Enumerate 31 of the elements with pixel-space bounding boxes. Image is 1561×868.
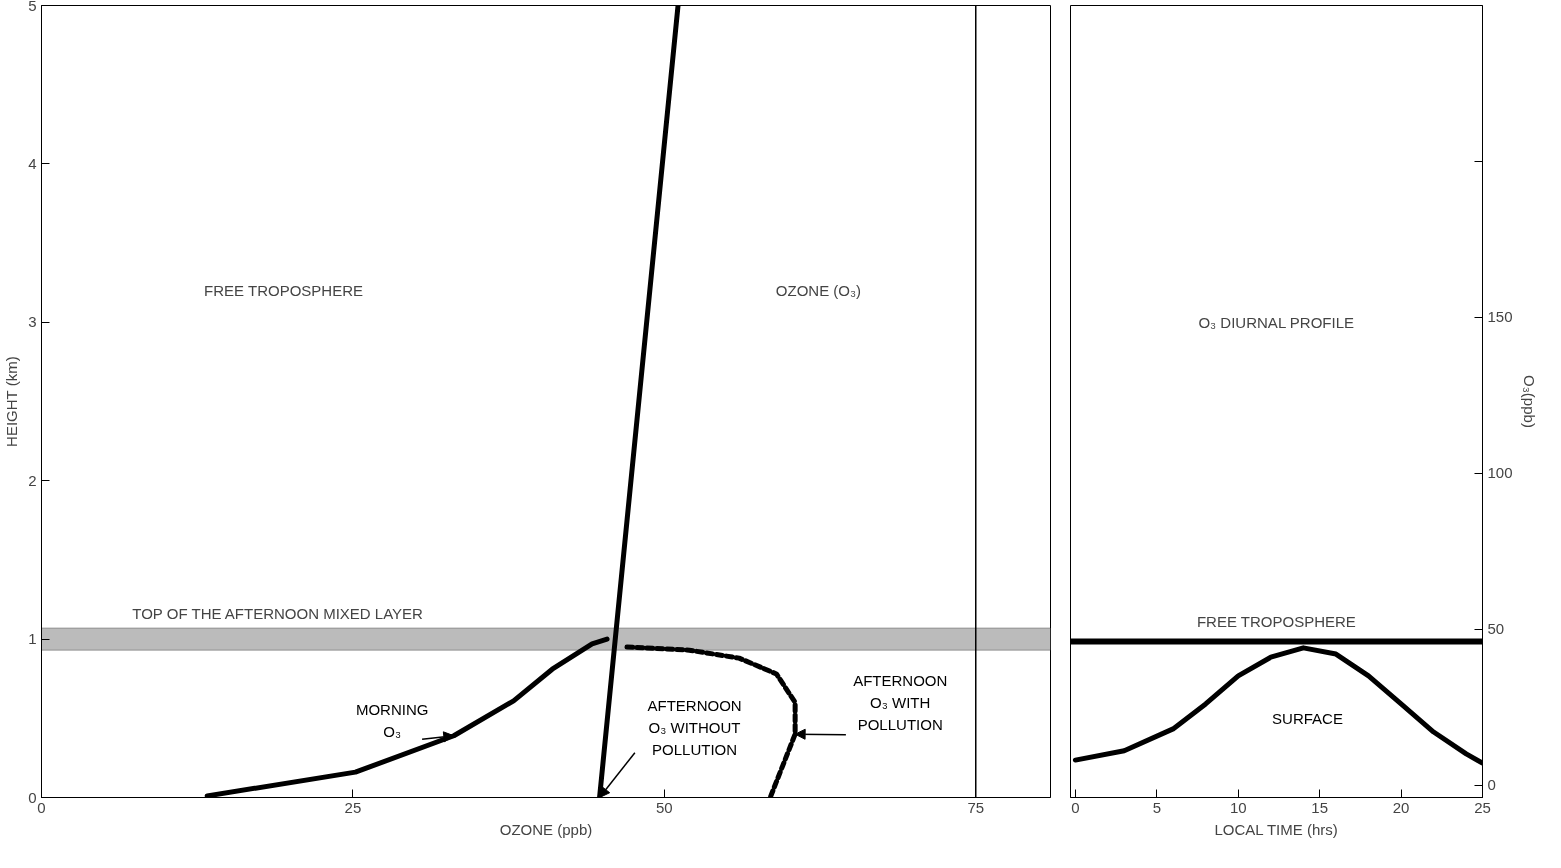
annotation: FREE TROPOSPHERE — [204, 282, 363, 300]
text: AFTERNOON O₃ WITH POLLUTION — [853, 671, 948, 734]
annotation: O₃ DIURNAL PROFILE — [1198, 313, 1355, 331]
y-tick-label: 5 — [28, 0, 37, 14]
x-tick-label: 50 — [656, 798, 673, 816]
x-tick-label: 20 — [1392, 798, 1410, 816]
text: AFTERNOON O₃ WITHOUT POLLUTION — [647, 696, 742, 759]
series-label: MORNING O₃ — [355, 701, 429, 741]
y-tick-label: 50 — [1487, 620, 1505, 638]
y-tick-label: 150 — [1487, 308, 1513, 326]
y-tick-label: 1 — [28, 630, 37, 648]
y-axis-title: O₃(ppb) — [1520, 375, 1538, 428]
x-tick-label: 75 — [967, 798, 985, 816]
y-tick-label: 3 — [28, 313, 37, 331]
y-tick-label: 4 — [28, 154, 37, 172]
y-tick-label: 2 — [28, 471, 37, 489]
band-label: TOP OF THE AFTERNOON MIXED LAYER — [132, 605, 424, 623]
ref-line-label: FREE TROPOSPHERE — [1196, 612, 1356, 630]
x-tick-label: 25 — [344, 798, 362, 816]
y-axis-title: HEIGHT (km) — [3, 356, 21, 447]
x-tick-label: 25 — [1474, 798, 1491, 816]
x-tick-label: 15 — [1311, 798, 1328, 816]
y-tick-label: 100 — [1487, 464, 1513, 482]
x-tick-label: 10 — [1229, 798, 1247, 816]
x-tick-label: 0 — [1071, 798, 1080, 816]
x-axis-title: OZONE (ppb) — [499, 820, 593, 838]
text: SURFACE — [1272, 709, 1343, 727]
y-tick-label: 0 — [1487, 776, 1496, 794]
x-axis-title: LOCAL TIME (hrs) — [1214, 820, 1338, 838]
annotation: OZONE (O₃) — [775, 282, 862, 300]
x-tick-label: 5 — [1152, 798, 1161, 816]
